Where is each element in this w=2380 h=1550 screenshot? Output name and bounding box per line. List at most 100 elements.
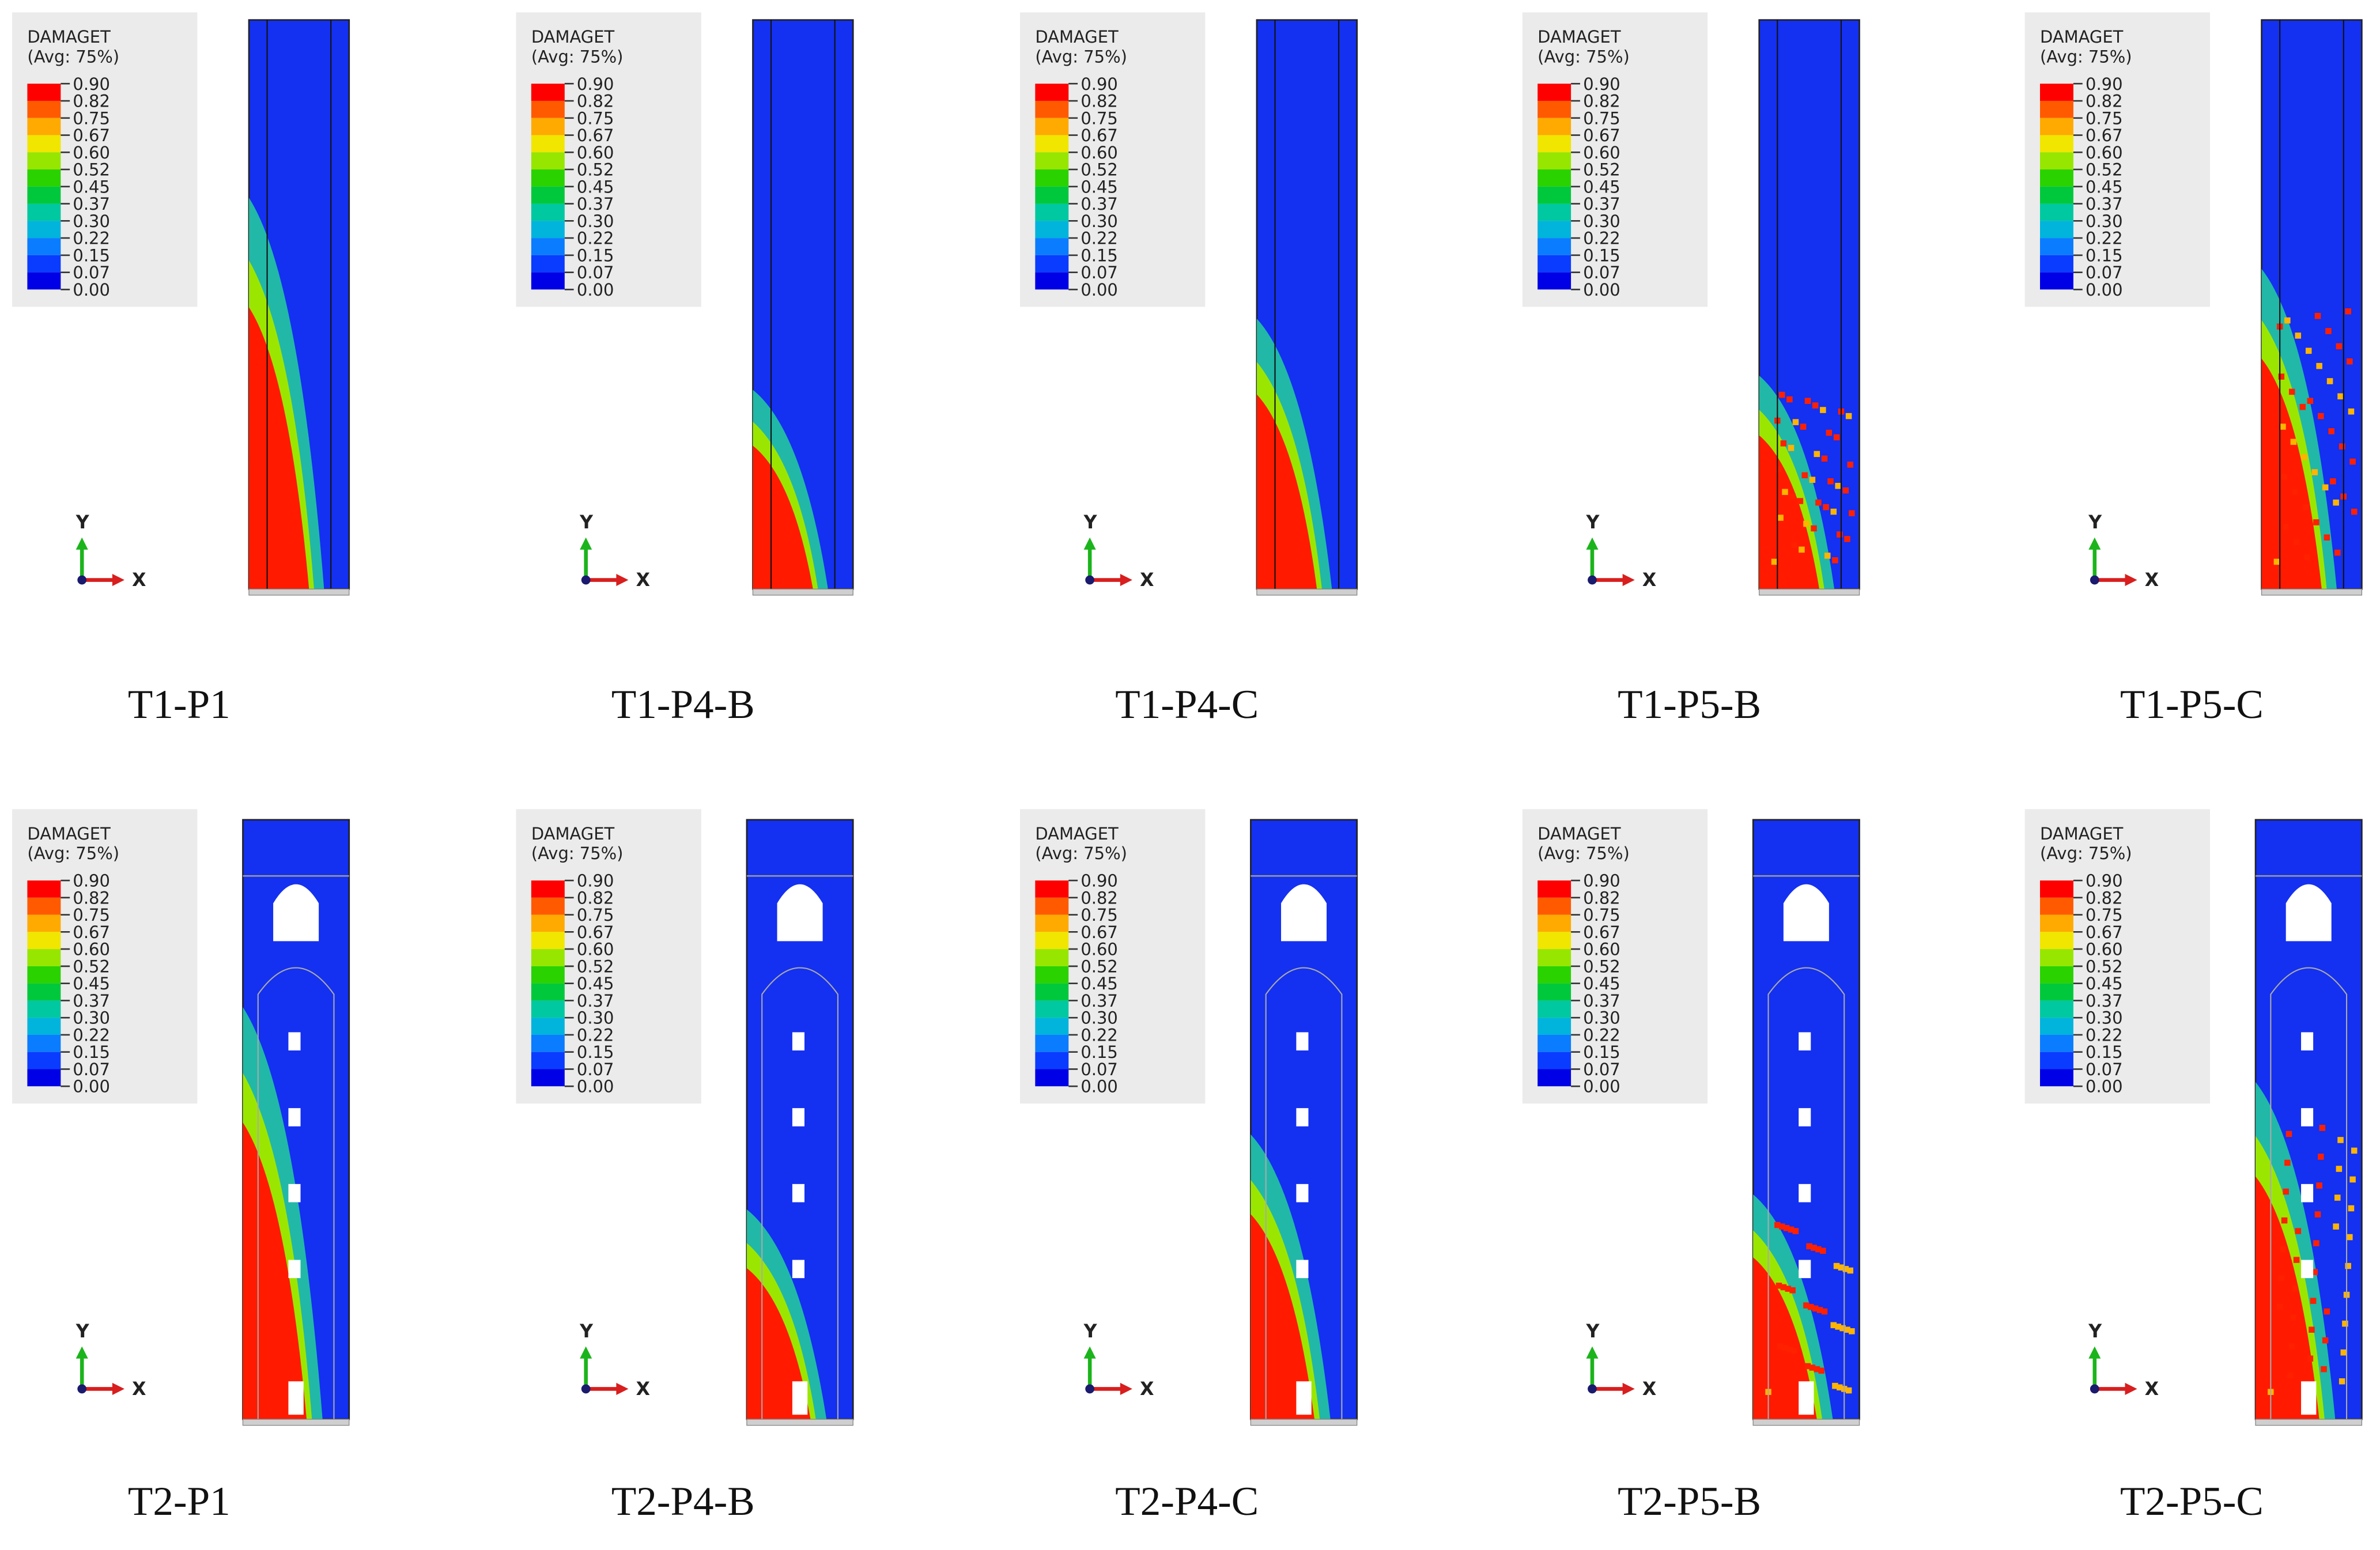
legend-level: 0.90	[1583, 74, 1620, 94]
legend-band	[531, 1000, 565, 1018]
legend-level: 0.45	[2086, 974, 2123, 993]
arch-line	[1265, 967, 1343, 1420]
legend-level: 0.37	[1081, 991, 1118, 1011]
damage-spot	[1826, 429, 1833, 436]
damage-spot	[2325, 328, 2332, 334]
damage-spot	[1786, 1346, 1793, 1353]
triad-y-head	[580, 1346, 592, 1359]
damage-spot	[1777, 1343, 1784, 1349]
legend-level: 0.82	[73, 888, 110, 908]
panel: DAMAGET(Avg: 75%) 0.900.820.750.670.600.5…	[516, 809, 854, 1524]
legend: DAMAGET(Avg: 75%) 0.900.820.750.670.600.5…	[12, 12, 198, 307]
legend-subtitle: (Avg: 75%)	[531, 844, 624, 863]
legend-level: 0.90	[2086, 871, 2123, 891]
legend-title: DAMAGET	[531, 27, 615, 47]
legend-level: 0.15	[1583, 1042, 1620, 1062]
legend-band	[531, 101, 565, 118]
damage-spot	[1771, 558, 1778, 565]
window	[1296, 1260, 1309, 1279]
damage-red	[2256, 1176, 2319, 1420]
legend-level: 0.07	[73, 263, 110, 282]
legend-level: 0.07	[1081, 1060, 1118, 1079]
window	[792, 1184, 804, 1203]
triad-origin	[1085, 1384, 1095, 1394]
legend-level: 0.90	[577, 74, 614, 94]
legend-level: 0.15	[1583, 245, 1620, 265]
panel-label: T1-P5-C	[2120, 682, 2264, 727]
legend-band	[27, 84, 61, 101]
legend-level: 0.22	[577, 229, 614, 248]
legend-level: 0.82	[1081, 92, 1118, 111]
legend-band	[1035, 118, 1069, 135]
legend-level: 0.67	[1081, 126, 1118, 145]
damage-spot	[2293, 539, 2300, 545]
legend-level: 0.07	[1081, 263, 1118, 282]
damage-spot	[2305, 347, 2312, 354]
window	[1799, 1032, 1811, 1051]
model-base	[242, 1419, 350, 1426]
legend-band	[1035, 101, 1069, 118]
legend-band	[1537, 949, 1571, 966]
legend-level: 0.67	[577, 923, 614, 942]
legend-band	[1035, 949, 1069, 966]
window	[1799, 1184, 1811, 1203]
panel-label: T2-P5-C	[2120, 1479, 2264, 1524]
damage-spot	[2324, 534, 2330, 541]
damage-spot	[2280, 424, 2286, 430]
damage-spot	[2287, 1372, 2294, 1378]
legend-band	[531, 1052, 565, 1069]
legend-level: 0.52	[1081, 160, 1118, 180]
legend-band	[1537, 152, 1571, 170]
panel-label: T1-P5-B	[1618, 682, 1761, 727]
legend-band	[531, 966, 565, 984]
legend-band	[27, 169, 61, 187]
legend-band	[2040, 238, 2073, 255]
legend-band	[531, 914, 565, 932]
legend-band	[2040, 255, 2073, 273]
legend-title: DAMAGET	[1035, 824, 1119, 844]
legend-level: 0.07	[73, 1060, 110, 1079]
legend-level: 0.52	[577, 160, 614, 180]
legend-band	[1537, 135, 1571, 153]
triad: YX	[1585, 512, 1656, 591]
damage-spot	[1797, 498, 1804, 504]
legend-level: 0.82	[577, 92, 614, 111]
legend-level: 0.52	[73, 160, 110, 180]
arch-line	[1767, 967, 1845, 1420]
legend-band	[531, 118, 565, 135]
model	[1758, 19, 1860, 596]
legend-level: 0.22	[577, 1025, 614, 1045]
legend-band	[1537, 169, 1571, 187]
legend-level: 0.00	[577, 1077, 614, 1097]
triad-x-head	[1120, 574, 1132, 587]
damage-spot	[2349, 458, 2356, 465]
legend-level: 0.82	[1583, 92, 1620, 111]
damage-spot	[1837, 531, 1843, 538]
damage-spot	[2280, 1246, 2286, 1253]
model-base	[752, 588, 853, 596]
legend-band	[27, 255, 61, 273]
legend-level: 0.37	[577, 991, 614, 1011]
damage-spot	[1830, 1322, 1837, 1329]
damage-spot	[2322, 1337, 2329, 1344]
window	[792, 1032, 804, 1051]
triad: YX	[2088, 512, 2159, 591]
triad-y-label: Y	[579, 512, 594, 533]
triad-y-label: Y	[1083, 1321, 1098, 1342]
damage-spot	[2281, 474, 2288, 480]
triad: YX	[75, 512, 146, 591]
legend-band	[1035, 1018, 1069, 1035]
legend-level: 0.30	[1081, 211, 1118, 231]
legend-subtitle: (Avg: 75%)	[531, 47, 624, 66]
legend-band	[2040, 272, 2073, 290]
legend-level: 0.30	[73, 211, 110, 231]
legend-level: 0.75	[73, 108, 110, 128]
damage-spot	[2313, 519, 2319, 526]
legend: DAMAGET(Avg: 75%) 0.900.820.750.670.600.5…	[2024, 809, 2210, 1104]
legend-band	[2040, 221, 2073, 239]
damage-spot	[1847, 462, 1854, 468]
legend-level: 0.07	[2086, 1060, 2123, 1079]
legend-level: 0.67	[73, 923, 110, 942]
triad-x-label: X	[2145, 1379, 2159, 1400]
